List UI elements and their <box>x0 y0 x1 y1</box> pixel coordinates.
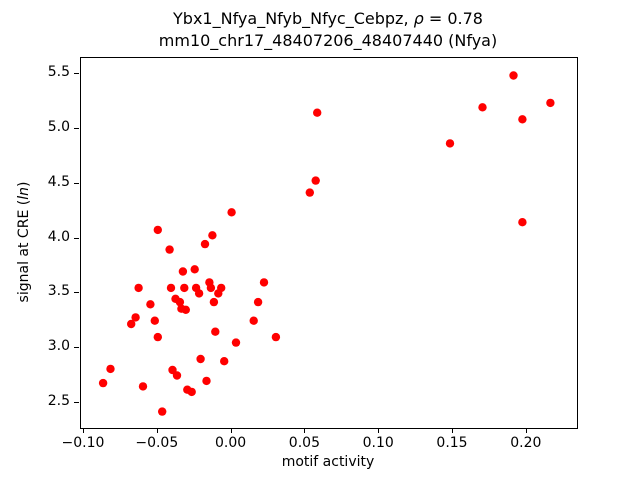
data-point <box>98 378 108 388</box>
y-tick-label: 4.0 <box>47 228 70 245</box>
data-point <box>165 245 174 254</box>
y-tick-mark <box>74 401 79 403</box>
data-point <box>187 387 196 397</box>
x-tick-label: 0.00 <box>215 435 247 451</box>
data-point <box>259 278 269 287</box>
data-point <box>153 332 162 342</box>
data-point <box>127 319 136 329</box>
data-point <box>202 376 211 386</box>
chart-title: Ybx1_Nfya_Nfyb_Nfyc_Cebpz, ρ = 0.78 mm10… <box>80 8 576 52</box>
title-rho-symbol: ρ <box>413 9 424 28</box>
data-point <box>271 332 281 342</box>
x-tick-label: 0.15 <box>436 435 468 451</box>
x-tick-label: 0.10 <box>362 435 394 451</box>
data-point <box>166 283 176 293</box>
data-point <box>131 313 140 322</box>
data-point <box>249 316 258 325</box>
x-tick-label: −0.05 <box>135 435 179 451</box>
data-point <box>172 371 182 380</box>
data-point <box>150 316 159 325</box>
data-point <box>146 300 155 309</box>
data-point <box>211 327 220 336</box>
y-tick-mark <box>74 73 79 75</box>
y-tick-mark <box>74 128 79 130</box>
data-point <box>196 354 205 364</box>
data-point <box>194 289 204 298</box>
x-tick-mark <box>156 428 158 433</box>
y-tick-mark <box>74 292 79 294</box>
x-tick-mark <box>452 428 453 433</box>
x-tick-mark <box>378 428 380 433</box>
x-tick-label: 0.05 <box>288 435 320 451</box>
data-point <box>227 208 236 217</box>
chart-title-line2: mm10_chr17_48407206_48407440 (Nfya) <box>158 31 498 50</box>
data-point <box>134 283 143 293</box>
data-point <box>445 139 455 148</box>
data-point <box>106 364 115 374</box>
data-point <box>206 283 216 293</box>
scatter-points-layer <box>98 71 555 416</box>
y-tick-label: 5.5 <box>47 64 70 81</box>
x-tick-label: 0.20 <box>510 435 542 451</box>
data-point <box>153 225 162 235</box>
data-point <box>178 267 188 276</box>
data-point <box>518 218 527 227</box>
data-point <box>231 338 241 347</box>
data-point <box>311 176 320 185</box>
y-tick-label: 3.5 <box>47 283 70 300</box>
data-point <box>220 357 229 366</box>
y-tick-mark <box>74 182 79 184</box>
data-point <box>208 231 217 240</box>
data-point <box>200 239 210 249</box>
data-point <box>518 115 527 124</box>
plot-area <box>80 57 578 429</box>
title-prefix: Ybx1_Nfya_Nfyb_Nfyc_Cebpz, <box>173 9 414 28</box>
data-point <box>217 283 226 293</box>
x-tick-mark <box>230 428 232 433</box>
x-axis-label: motif activity <box>281 454 375 470</box>
y-tick-label: 3.0 <box>47 338 70 355</box>
data-point <box>546 98 555 108</box>
data-point <box>138 382 148 391</box>
x-tick-mark <box>304 428 306 433</box>
x-tick-label: −0.10 <box>61 435 105 451</box>
y-tick-label: 2.5 <box>47 392 70 409</box>
data-point <box>305 188 314 197</box>
chart-title-line1: Ybx1_Nfya_Nfyb_Nfyc_Cebpz, ρ = 0.78 <box>80 8 576 30</box>
y-tick-label: 5.0 <box>47 119 70 136</box>
data-point <box>190 265 199 274</box>
y-tick-mark <box>74 237 79 239</box>
title-suffix: = 0.78 <box>423 9 483 28</box>
data-point <box>209 297 219 307</box>
data-point <box>478 103 487 112</box>
data-point <box>180 283 189 293</box>
x-tick-mark <box>525 428 527 433</box>
data-point <box>175 297 185 307</box>
x-tick-mark <box>83 428 84 433</box>
data-point <box>253 297 263 307</box>
data-point <box>158 407 167 416</box>
y-tick-label: 4.5 <box>47 173 70 190</box>
data-point <box>509 71 518 80</box>
data-point <box>181 305 190 314</box>
y-tick-mark <box>74 347 79 349</box>
data-point <box>313 108 322 117</box>
